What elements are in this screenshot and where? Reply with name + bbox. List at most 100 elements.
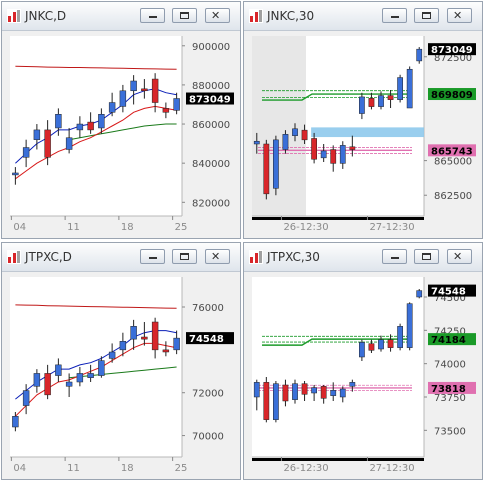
ma-long-line (69, 366, 177, 379)
minimize-button[interactable] (382, 8, 407, 23)
y-tick-label: 74250 (434, 326, 466, 337)
candlestick-chart[interactable]: 74500 74250 74000 73750 73500 74184 73818 74548… (246, 273, 480, 477)
close-icon: ✕ (453, 250, 463, 263)
last-price-box (186, 92, 234, 105)
minimize-button[interactable] (140, 249, 165, 264)
level-label: 73818 (431, 384, 466, 395)
candle-body (359, 342, 365, 358)
candle-body (416, 290, 423, 298)
candle-body (22, 390, 30, 406)
candle-body (162, 108, 170, 113)
candle-body (12, 416, 19, 428)
window-title: JNKC,30 (267, 9, 315, 23)
close-icon: ✕ (211, 9, 221, 22)
y-tick-label: 872500 (434, 53, 472, 64)
plot-area (10, 36, 182, 216)
minimize-button[interactable] (382, 249, 407, 264)
close-button[interactable]: ✕ (447, 8, 472, 23)
title-bar[interactable]: JTPXC,30 ✕ (244, 243, 482, 272)
candle-body (349, 146, 356, 150)
y-tick-label: 860000 (192, 120, 230, 131)
ma-mid-line (15, 105, 177, 180)
candle-body (22, 147, 30, 158)
ma-mid-line (15, 342, 177, 417)
level-label-box (428, 144, 476, 157)
maximize-icon (422, 253, 431, 260)
candle-body (141, 88, 148, 92)
candle-body (76, 373, 84, 383)
window-title: JTPXC,30 (267, 250, 320, 264)
maximize-button[interactable] (172, 8, 197, 23)
candle-body (141, 336, 148, 340)
candle-body (387, 95, 394, 100)
level-label-box (428, 381, 476, 394)
candle-body (12, 172, 19, 176)
candle-body (273, 383, 279, 420)
y-tick-label: 76000 (192, 303, 224, 314)
x-tick-label: 25 (175, 463, 188, 474)
candle-body (263, 143, 270, 195)
window-title: JNKC,D (25, 9, 67, 23)
title-bar[interactable]: JNKC,D ✕ (2, 2, 240, 31)
candle-body (173, 337, 180, 351)
candle-body (301, 129, 308, 141)
candlestick-chart[interactable]: 900000 880000 860000 840000 820000 873049 04 11… (4, 32, 238, 236)
ma-200-line (15, 304, 177, 309)
candle-body (320, 386, 327, 399)
candlestick-chart[interactable]: 872500 865000 862500 869809 865743 873049 26-1… (246, 32, 480, 236)
chart-window-icon (7, 250, 21, 264)
maximize-icon (180, 253, 189, 260)
maximize-button[interactable] (172, 249, 197, 264)
level-label-box (428, 333, 476, 346)
title-bar[interactable]: JNKC,30 ✕ (244, 2, 482, 31)
candle-body (119, 341, 127, 351)
maximize-icon (180, 12, 189, 19)
candle-body (368, 343, 375, 351)
level-label-box (428, 88, 476, 101)
candle-body (273, 139, 279, 189)
candle-body (151, 321, 159, 351)
title-bar[interactable]: JTPXC,D ✕ (2, 243, 240, 272)
candle-body (330, 149, 337, 164)
candle-body (387, 339, 394, 348)
candle-body (311, 387, 317, 394)
minimize-button[interactable] (140, 8, 165, 23)
candle-body (253, 140, 260, 145)
y-tick-label: 840000 (192, 159, 230, 170)
ma-short-line (15, 88, 177, 164)
candle-body (119, 90, 127, 107)
maximize-button[interactable] (414, 249, 439, 264)
close-icon: ✕ (211, 250, 221, 263)
last-price-label: 74548 (431, 287, 466, 298)
chart-window-jtpxc-30min: JTPXC,30 ✕ 74500 74250 74000 73750 73500 7418… (243, 242, 483, 480)
candle-body (33, 373, 41, 387)
candle-body (173, 98, 180, 111)
y-tick-label: 73500 (434, 426, 466, 437)
close-button[interactable]: ✕ (205, 8, 230, 23)
plot-area (252, 277, 424, 457)
x-tick-label: 18 (121, 463, 134, 474)
candle-body (44, 373, 51, 396)
candle-body (162, 349, 170, 353)
candlestick-chart[interactable]: 76000 72000 70000 74548 04 11 18 25 (4, 273, 238, 477)
ma-short-line (15, 330, 177, 400)
y-tick-label: 880000 (192, 81, 230, 92)
candle-body (151, 78, 159, 103)
candle-body (263, 382, 270, 420)
candle-body (292, 383, 298, 400)
minimize-icon (149, 16, 157, 18)
candle-body (65, 137, 73, 150)
x-tick-label: 04 (13, 463, 26, 474)
close-button[interactable]: ✕ (205, 249, 230, 264)
chart-window-icon (249, 250, 263, 264)
x-tick-label: 25 (175, 222, 188, 233)
highlight-zone (311, 127, 424, 138)
maximize-button[interactable] (414, 8, 439, 23)
x-tick-label: 27-12:30 (369, 222, 414, 233)
close-button[interactable]: ✕ (447, 249, 472, 264)
session-bar (252, 217, 424, 220)
minimize-icon (391, 257, 399, 259)
candle-body (65, 381, 73, 387)
y-tick-label: 70000 (192, 432, 224, 443)
candle-body (406, 303, 413, 348)
